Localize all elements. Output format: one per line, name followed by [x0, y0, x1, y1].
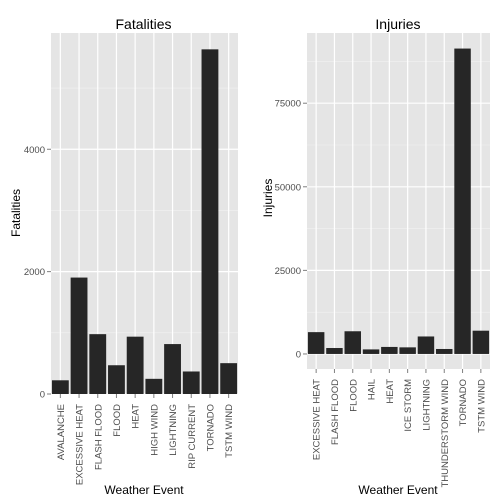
- fatalities-x-tick-label-high-wind: HIGH WIND: [149, 404, 160, 456]
- fatalities-bar-tstm-wind: [220, 363, 237, 394]
- fatalities-x-tick-label-heat: HEAT: [131, 404, 142, 429]
- injuries-bar-excessive-heat: [308, 332, 324, 354]
- injuries-x-tick-label-tstm-wind: TSTM WIND: [476, 379, 487, 433]
- injuries-y-ticks: 0 25000 50000 75000: [275, 99, 307, 361]
- injuries-x-tick-label-lightning: LIGHTNING: [421, 379, 432, 431]
- fatalities-y-axis-title: Fatalities: [9, 189, 23, 237]
- injuries-bar-hail: [363, 349, 379, 354]
- injuries-y-axis-title: Injuries: [261, 179, 275, 218]
- fatalities-y-tick-label: 2000: [24, 267, 45, 278]
- fatalities-x-tick-label-excessive-heat: EXCESSIVE HEAT: [75, 404, 86, 485]
- injuries-x-axis-title: Weather Event: [358, 483, 438, 497]
- fatalities-x-tick-label-flood: FLOOD: [112, 404, 123, 437]
- injuries-x-ticks: EXCESSIVE HEAT FLASH FLOOD FLOOD HAIL HEAT IC…: [312, 369, 488, 488]
- injuries-x-tick-label-ice-storm: ICE STORM: [403, 379, 414, 432]
- injuries-x-tick-label-excessive-heat: EXCESSIVE HEAT: [312, 379, 323, 460]
- injuries-bar-lightning: [418, 336, 434, 353]
- fatalities-x-tick-label-flash-flood: FLASH FLOOD: [93, 404, 104, 470]
- fatalities-y-ticks: 0 2000 4000: [24, 145, 51, 401]
- injuries-bar-thunderstorm-wind: [436, 349, 452, 354]
- injuries-x-tick-label-hail: HAIL: [367, 379, 378, 400]
- fatalities-x-tick-label-avalanche: AVALANCHE: [56, 404, 67, 460]
- injuries-bar-flood: [345, 331, 361, 354]
- injuries-bar-ice-storm: [399, 347, 415, 354]
- fatalities-chart: Fatalities 0 2000 4000 AVALANCHE EXCESSIVE …: [9, 16, 238, 497]
- fatalities-y-tick-label: 4000: [24, 145, 45, 156]
- injuries-bar-flash-flood: [326, 348, 342, 354]
- injuries-x-tick-label-flood: FLOOD: [348, 379, 359, 412]
- fatalities-bar-lightning: [164, 344, 181, 394]
- fatalities-bar-flood: [108, 365, 125, 394]
- fatalities-title: Fatalities: [115, 16, 171, 32]
- fatalities-y-tick-label: 0: [40, 390, 45, 401]
- fatalities-bar-heat: [127, 337, 144, 394]
- fatalities-x-tick-label-tstm-wind: TSTM WIND: [224, 404, 235, 458]
- fatalities-bar-tornado: [202, 49, 219, 394]
- injuries-y-tick-label: 75000: [275, 99, 301, 110]
- fatalities-bar-flash-flood: [89, 334, 106, 394]
- injuries-bar-tornado: [454, 49, 470, 354]
- injuries-x-tick-label-heat: HEAT: [385, 379, 396, 404]
- injuries-y-tick-label: 50000: [275, 182, 301, 193]
- fatalities-bar-excessive-heat: [71, 278, 88, 394]
- injuries-title: Injuries: [375, 16, 420, 32]
- injuries-x-tick-label-thunderstorm-wind: THUNDERSTORM WIND: [440, 379, 451, 488]
- fatalities-bar-rip-current: [183, 371, 200, 394]
- fatalities-x-tick-label-tornado: TORNADO: [205, 404, 216, 451]
- injuries-y-tick-label: 0: [296, 349, 301, 360]
- injuries-x-tick-label-tornado: TORNADO: [458, 379, 469, 426]
- injuries-x-tick-label-flash-flood: FLASH FLOOD: [330, 379, 341, 445]
- fatalities-bar-avalanche: [52, 380, 69, 394]
- fatalities-x-tick-label-rip-current: RIP CURRENT: [187, 404, 198, 469]
- fatalities-bar-high-wind: [145, 379, 162, 394]
- injuries-y-tick-label: 25000: [275, 266, 301, 277]
- injuries-bar-heat: [381, 347, 397, 354]
- injuries-bar-tstm-wind: [473, 331, 489, 354]
- fatalities-x-axis-title: Weather Event: [104, 483, 184, 497]
- injuries-chart: Injuries 0 25000 50000 75000 EXCESSIVE HEAT…: [261, 16, 490, 497]
- fatalities-x-ticks: AVALANCHE EXCESSIVE HEAT FLASH FLOOD FLOOD H…: [56, 394, 235, 485]
- fatalities-x-tick-label-lightning: LIGHTNING: [168, 404, 179, 456]
